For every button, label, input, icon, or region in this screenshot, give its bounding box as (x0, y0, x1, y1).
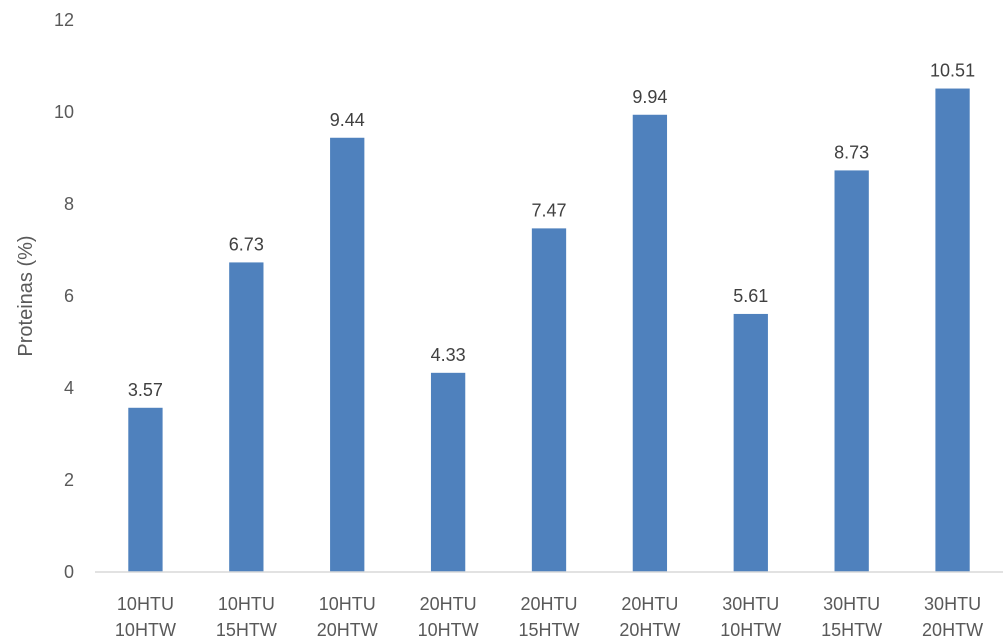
bar (229, 262, 264, 572)
data-label: 8.73 (834, 142, 869, 162)
data-labels: 3.57 6.73 9.44 4.33 7.47 9.94 5.61 8.73 10.51 (128, 61, 975, 400)
y-tick-label: 8 (64, 194, 74, 214)
x-tick-label: 15HTW (216, 620, 277, 640)
x-tick-label: 20HTU (520, 594, 577, 614)
x-tick-label: 20HTW (317, 620, 378, 640)
y-tick-label: 0 (64, 562, 74, 582)
x-tick-label: 20HTU (420, 594, 477, 614)
y-axis-title: Proteinas (%) (15, 235, 37, 356)
data-label: 5.61 (733, 286, 768, 306)
data-label: 6.73 (229, 234, 264, 254)
data-label: 10.51 (930, 61, 975, 81)
bar (834, 170, 869, 573)
bar (330, 137, 365, 572)
x-tick-label: 10HTU (218, 594, 275, 614)
x-tick-label: 20HTW (619, 620, 680, 640)
bar (935, 88, 970, 572)
data-label: 3.57 (128, 380, 163, 400)
data-label: 9.44 (330, 110, 365, 130)
x-tick-label: 20HTU (621, 594, 678, 614)
y-tick-label: 10 (54, 102, 74, 122)
data-label: 4.33 (431, 345, 466, 365)
bar (733, 313, 768, 572)
x-tick-label: 10HTW (115, 620, 176, 640)
bar (128, 407, 163, 572)
y-tick-label: 12 (54, 10, 74, 30)
x-tick-label: 10HTW (418, 620, 479, 640)
y-axis: 0 2 4 6 8 10 12 (54, 10, 74, 582)
x-tick-label: 15HTW (518, 620, 579, 640)
data-label: 9.94 (632, 87, 667, 107)
x-tick-label: 10HTU (319, 594, 376, 614)
x-axis: 10HTU 10HTW 10HTU 15HTW 10HTU 20HTW 20HTU 10HTW… (115, 594, 983, 640)
data-label: 7.47 (531, 200, 566, 220)
x-tick-label: 15HTW (821, 620, 882, 640)
bars (128, 88, 970, 573)
y-tick-label: 4 (64, 378, 74, 398)
x-tick-label: 30HTU (924, 594, 981, 614)
x-tick-label: 10HTW (720, 620, 781, 640)
bar (632, 114, 668, 572)
x-tick-label: 10HTU (117, 594, 174, 614)
x-tick-label: 20HTW (922, 620, 983, 640)
y-tick-label: 2 (64, 470, 74, 490)
y-tick-label: 6 (64, 286, 74, 306)
bar (430, 372, 466, 572)
x-tick-label: 30HTU (823, 594, 880, 614)
bar (531, 228, 567, 572)
x-tick-label: 30HTU (722, 594, 779, 614)
